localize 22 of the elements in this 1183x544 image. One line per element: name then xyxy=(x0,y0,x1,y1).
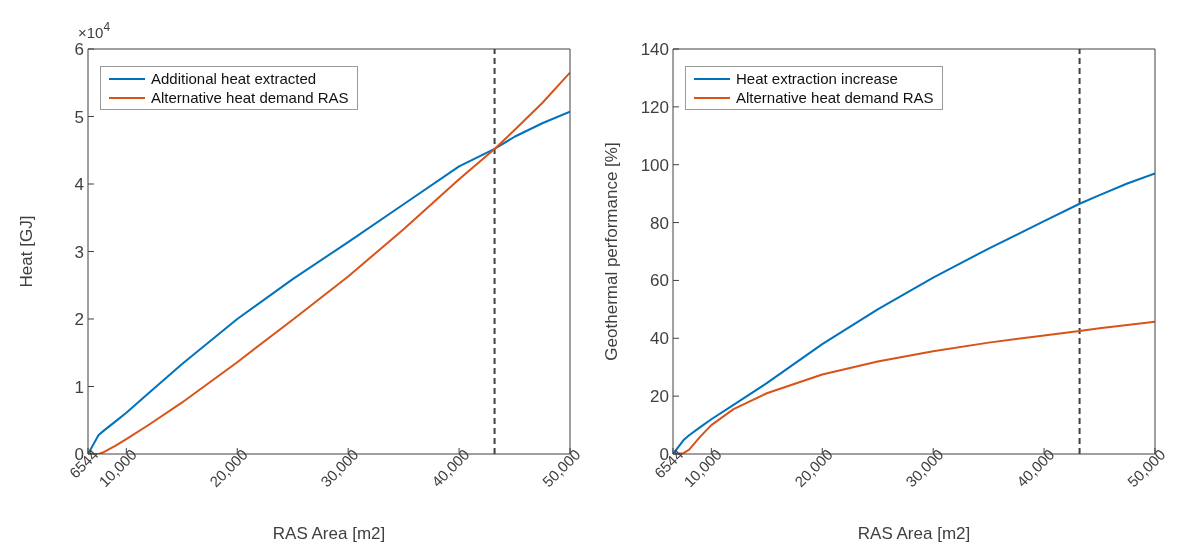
legend-label: Alternative heat demand RAS xyxy=(151,88,349,107)
y-tick-label: 80 xyxy=(650,213,669,233)
y-tick-label: 3 xyxy=(74,242,84,262)
y-tick-label: 60 xyxy=(650,271,669,291)
y-tick-label: 40 xyxy=(650,329,669,349)
legend-label: Heat extraction increase xyxy=(736,69,898,88)
y-tick-label: 20 xyxy=(650,387,669,407)
y-tick-label: 100 xyxy=(640,155,669,175)
y-tick-label: 2 xyxy=(74,310,84,330)
x-axis-title: RAS Area [m2] xyxy=(272,524,386,543)
y-tick-label: 120 xyxy=(640,97,669,117)
text: ×10$^{4}$ xyxy=(78,20,111,41)
y-tick-label: 140 xyxy=(640,40,669,60)
y-tick-label: 1 xyxy=(74,377,84,397)
y-tick-label: 6 xyxy=(74,40,84,60)
y-tick-label: 4 xyxy=(74,175,84,195)
legend-label: Alternative heat demand RAS xyxy=(736,88,934,107)
x-axis-title: RAS Area [m2] xyxy=(857,524,971,543)
legend-label: Additional heat extracted xyxy=(151,69,317,88)
y-axis-title: Heat [GJ] xyxy=(17,215,37,288)
y-tick-label: 5 xyxy=(74,107,84,127)
y-axis-title: Geothermal performance [%] xyxy=(602,142,622,361)
